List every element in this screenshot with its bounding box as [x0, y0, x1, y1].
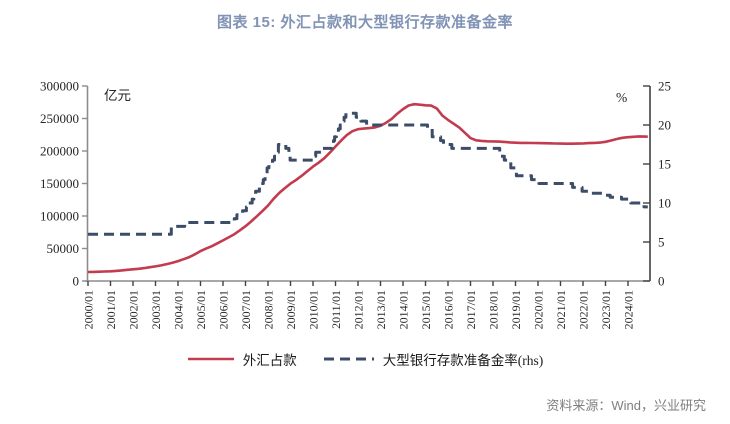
x-tick-label: 2019/01 [509, 290, 523, 329]
y-right-tick-label: 10 [658, 196, 671, 211]
x-tick-label: 2000/01 [82, 290, 96, 329]
x-tick-label: 2017/01 [464, 290, 478, 329]
left-axis-unit-label: 亿元 [104, 88, 131, 103]
x-tick-label: 2024/01 [622, 290, 636, 329]
y-left-tick-label: 50000 [47, 241, 80, 256]
series-line-rrr [88, 111, 648, 236]
x-tick-label: 2015/01 [419, 290, 433, 329]
fx-line-marker-icon [187, 357, 234, 361]
x-tick-label: 2008/01 [262, 290, 276, 329]
legend-label-fx: 外汇占款 [242, 353, 297, 368]
y-right-tick-label: 5 [658, 235, 665, 250]
x-tick-label: 2018/01 [487, 290, 501, 329]
y-left-tick-label: 100000 [40, 209, 79, 224]
x-tick-label: 2016/01 [442, 290, 456, 329]
x-tick-label: 2010/01 [307, 290, 321, 329]
x-tick-label: 2014/01 [397, 290, 411, 329]
x-tick-label: 2006/01 [217, 290, 231, 329]
x-tick-label: 2002/01 [127, 290, 141, 329]
y-right-tick-label: 20 [658, 118, 671, 133]
y-left-tick-label: 150000 [40, 176, 79, 191]
y-left-tick-label: 250000 [40, 111, 79, 126]
x-tick-label: 2013/01 [374, 290, 388, 329]
x-tick-label: 2009/01 [284, 290, 298, 329]
x-tick-label: 2001/01 [104, 290, 118, 329]
x-tick-label: 2005/01 [194, 290, 208, 329]
x-tick-label: 2011/01 [329, 290, 343, 329]
x-tick-label: 2022/01 [577, 290, 591, 329]
x-tick-label: 2003/01 [149, 290, 163, 329]
x-tick-label: 2021/01 [554, 290, 568, 329]
right-axis-unit-label: % [616, 90, 627, 105]
x-tick-label: 2007/01 [239, 290, 253, 329]
y-left-tick-label: 300000 [40, 79, 79, 94]
y-right-tick-label: 0 [658, 274, 665, 289]
x-tick-label: 2020/01 [532, 290, 546, 329]
legend-item-rrr: 大型银行存款准备金率(rhs) [323, 349, 544, 369]
plot-area: 0 50000 100000 150000 200000 250000 300000 0 5 10… [40, 79, 671, 330]
chart-title: 图表 15: 外汇占款和大型银行存款准备金率 [216, 14, 514, 31]
x-tick-label: 2004/01 [172, 290, 186, 329]
x-tick-label: 2012/01 [352, 290, 366, 329]
data-source-note: 资料来源：Wind，兴业研究 [546, 398, 706, 413]
legend-item-fx: 外汇占款 [187, 349, 297, 369]
y-right-tick-label: 25 [658, 79, 671, 94]
legend-label-rrr: 大型银行存款准备金率(rhs) [382, 353, 544, 368]
series-line-fx_position [87, 102, 648, 274]
y-left-tick-label: 0 [73, 274, 80, 289]
legend: 外汇占款 大型银行存款准备金率(rhs) [0, 349, 730, 369]
y-left-tick-label: 200000 [40, 144, 79, 159]
rrr-dashed-marker-icon [323, 357, 374, 361]
y-right-tick-label: 15 [658, 157, 671, 172]
x-tick-label: 2023/01 [599, 290, 613, 329]
